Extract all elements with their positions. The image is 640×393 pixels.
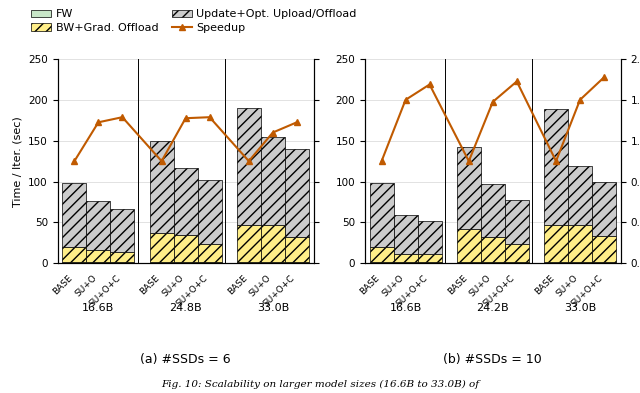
Bar	[261, 225, 285, 262]
Text: 24.8B: 24.8B	[170, 303, 202, 312]
Bar	[285, 237, 309, 262]
Bar	[150, 262, 173, 263]
Bar	[394, 262, 417, 263]
Bar	[568, 225, 592, 262]
Bar	[481, 184, 505, 237]
Bar	[198, 262, 221, 263]
Bar	[481, 237, 505, 262]
Bar	[86, 201, 110, 250]
Bar	[369, 262, 394, 263]
Bar	[568, 262, 592, 263]
Bar	[417, 253, 442, 262]
Bar	[369, 183, 394, 247]
Bar	[592, 262, 616, 263]
Bar	[198, 180, 221, 244]
Bar	[457, 147, 481, 229]
Bar	[568, 166, 592, 225]
Bar	[62, 262, 86, 263]
Bar	[150, 233, 173, 262]
Bar	[417, 262, 442, 263]
Bar	[285, 262, 309, 263]
Bar	[544, 109, 568, 225]
Text: 24.2B: 24.2B	[477, 303, 509, 312]
Bar	[150, 141, 173, 233]
Bar	[62, 247, 86, 262]
Bar	[369, 247, 394, 262]
Y-axis label: Time / Iter. (sec): Time / Iter. (sec)	[13, 116, 22, 206]
Bar	[544, 262, 568, 263]
Text: 16.6B: 16.6B	[390, 303, 422, 312]
Bar	[544, 225, 568, 262]
Text: 33.0B: 33.0B	[564, 303, 596, 312]
Bar	[62, 183, 86, 247]
Bar	[592, 235, 616, 262]
Bar	[505, 262, 529, 263]
Legend: FW, BW+Grad. Offload, Update+Opt. Upload/Offload, Speedup: FW, BW+Grad. Offload, Update+Opt. Upload…	[31, 9, 356, 33]
Text: 33.0B: 33.0B	[257, 303, 289, 312]
Bar	[110, 262, 134, 263]
Bar	[237, 225, 261, 262]
Bar	[237, 108, 261, 225]
Bar	[173, 262, 198, 263]
Text: (a) #SSDs = 6: (a) #SSDs = 6	[140, 353, 231, 366]
Bar	[86, 250, 110, 262]
Text: (b) #SSDs = 10: (b) #SSDs = 10	[444, 353, 542, 366]
Bar	[481, 262, 505, 263]
Bar	[110, 252, 134, 262]
Bar	[173, 168, 198, 235]
Bar	[394, 253, 417, 262]
Bar	[417, 221, 442, 253]
Bar	[505, 244, 529, 262]
Bar	[457, 262, 481, 263]
Bar	[110, 209, 134, 252]
Bar	[198, 244, 221, 262]
Bar	[237, 262, 261, 263]
Bar	[285, 149, 309, 237]
Text: 16.6B: 16.6B	[83, 303, 115, 312]
Bar	[173, 235, 198, 262]
Bar	[261, 137, 285, 225]
Bar	[86, 262, 110, 263]
Bar	[394, 215, 417, 253]
Text: Fig. 10: Scalability on larger model sizes (16.6B to 33.0B) of: Fig. 10: Scalability on larger model siz…	[161, 380, 479, 389]
Bar	[592, 182, 616, 235]
Bar	[457, 229, 481, 262]
Bar	[505, 200, 529, 244]
Bar	[261, 262, 285, 263]
